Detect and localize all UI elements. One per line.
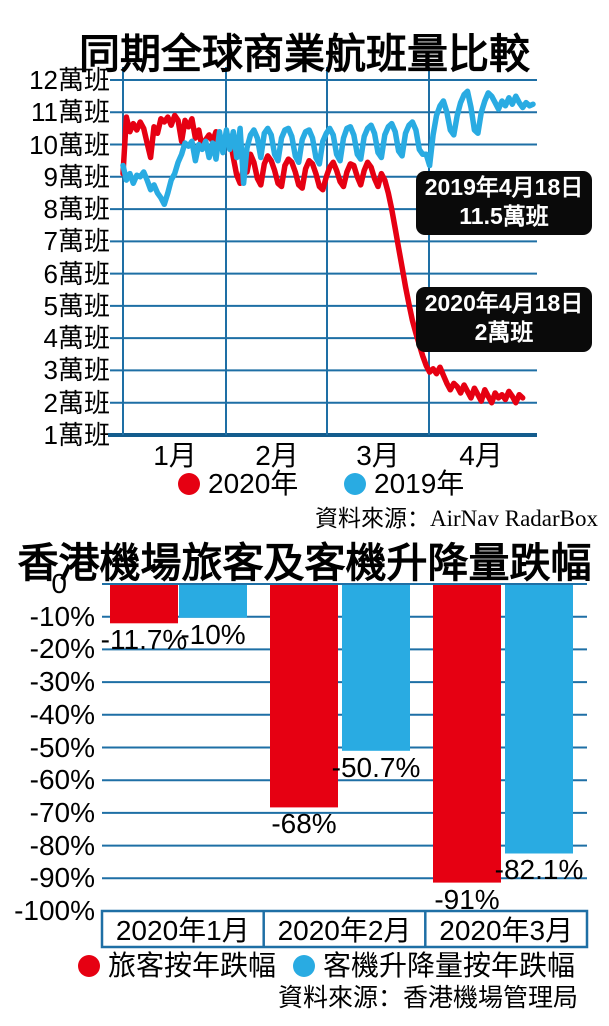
bar-value-label: -10% [180,619,246,650]
top-y-tick-label: 7萬班 [43,226,110,256]
top-x-tick-label: 3月 [356,440,400,471]
red-dot-icon [78,955,100,977]
bar-value-label: -68% [271,808,337,839]
top-y-tick-label: 10萬班 [29,130,110,160]
category-label: 2020年3月 [439,915,574,946]
bottom-y-tick-label: -100% [14,895,95,926]
bottom-y-tick-label: -70% [29,797,95,828]
top-y-tick-label: 2萬班 [43,388,110,418]
top-legend-label-2019: 2019年 [374,468,465,499]
bottom-y-tick-label: -30% [29,666,95,697]
bottom-y-tick-label: 0 [51,568,67,599]
bar-value-label: -11.7% [100,624,188,655]
annotation-date: 2019年4月18日 [424,174,584,200]
category-label: 2020年2月 [277,915,412,946]
top-legend-item-2020: 2020年 [178,469,298,499]
annotation-2019-04-18: 2019年4月18日 11.5萬班 [416,171,592,235]
bar-value-label: -91% [434,884,500,915]
top-y-tick-label: 11萬班 [31,97,110,127]
annotation-date: 2020年4月18日 [424,290,584,316]
top-y-tick-label: 4萬班 [43,323,110,353]
bottom-legend-label-movements: 客機升降量按年跌幅 [323,950,576,981]
bottom-y-tick-label: -20% [29,633,95,664]
top-x-tick-label: 4月 [459,440,503,471]
bottom-chart-title: 香港機場旅客及客機升降量跌幅 [17,540,592,586]
annotation-2020-04-18: 2020年4月18日 2萬班 [416,287,592,352]
annotation-value: 11.5萬班 [459,203,549,229]
top-legend-label-2020: 2020年 [208,468,299,499]
bottom-legend-label-passengers: 旅客按年跌幅 [108,950,277,981]
top-x-tick-label: 1月 [153,440,197,471]
bottom-y-tick-label: -10% [29,601,95,632]
top-x-tick-label: 2月 [255,440,299,471]
top-y-tick-label: 5萬班 [43,291,110,321]
bar-value-label: -82.1% [494,854,584,885]
top-y-tick-label: 8萬班 [43,194,110,224]
top-chart-title: 同期全球商業航班量比較 [79,31,530,77]
bottom-y-tick-label: -50% [29,732,95,763]
top-y-tick-label: 3萬班 [43,355,110,385]
top-y-tick-label: 6萬班 [43,259,110,289]
bar-value-label: -50.7% [331,752,421,783]
top-y-tick-label: 1萬班 [43,420,110,450]
top-chart-source: 資料來源：AirNav RadarBox [315,506,598,531]
annotation-value: 2萬班 [474,319,534,345]
bottom-y-tick-label: -40% [29,699,95,730]
blue-dot-icon [293,955,315,977]
top-legend-item-2019: 2019年 [344,469,464,499]
bottom-legend-item-passengers: 旅客按年跌幅 [78,951,276,981]
bottom-y-tick-label: -80% [29,830,95,861]
bottom-y-tick-label: -60% [29,764,95,795]
top-y-tick-label: 12萬班 [29,65,110,95]
red-dot-icon [178,473,200,495]
category-label: 2020年1月 [115,915,250,946]
bottom-y-tick-label: -90% [29,862,95,893]
blue-dot-icon [344,473,366,495]
bottom-legend-item-movements: 客機升降量按年跌幅 [293,951,575,981]
bottom-chart-source: 資料來源：香港機場管理局 [277,985,578,1012]
top-y-tick-label: 9萬班 [43,162,110,192]
